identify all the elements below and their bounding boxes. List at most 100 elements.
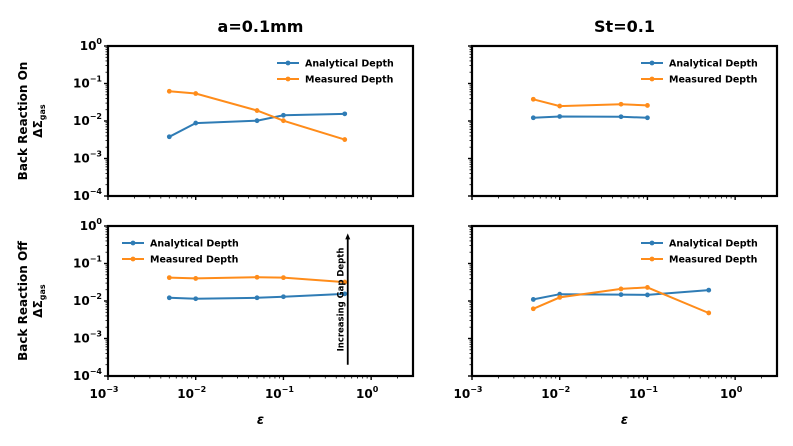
legend: Analytical Depth Measured Depth — [641, 59, 758, 86]
panel-bottom-right: 10−3 10−2 10−1 100 ε Analytical Depth Measured… — [454, 224, 779, 428]
x-tick-label: 10−1 — [629, 385, 658, 401]
data-point — [166, 275, 172, 281]
series-line-analytical-depth — [533, 115, 648, 119]
data-point — [254, 108, 260, 113]
data-point — [254, 295, 260, 301]
x-tick-label: 10−2 — [541, 385, 570, 401]
panel-bottom-left: 10−4 10−3 10−2 10−1 100 10−3 10−2 10−1 100 ε Back … — [16, 217, 415, 428]
x-axis-label: ε — [621, 413, 628, 428]
y-axis-label-line2: ΔΣgas — [31, 104, 47, 138]
annotation-label: Increasing Gap Depth — [337, 248, 347, 352]
y-tick-label: 10−3 — [73, 150, 102, 166]
data-point — [618, 101, 624, 107]
data-point — [166, 134, 172, 140]
data-point — [281, 112, 286, 118]
y-tick-label: 10−4 — [73, 367, 102, 383]
data-point — [645, 292, 650, 298]
data-point — [193, 120, 199, 126]
y-tick-label: 10−2 — [73, 112, 102, 128]
legend-label: Analytical Depth — [150, 239, 239, 250]
legend: Analytical Depth Measured Depth — [277, 59, 394, 86]
series-line-measured-depth — [533, 98, 648, 108]
x-tick-exponent: −1 — [646, 385, 659, 394]
y-tick-label: 10−3 — [73, 330, 102, 346]
y-tick-label: 10−4 — [73, 187, 102, 203]
legend: Analytical Depth Measured Depth — [122, 239, 239, 266]
data-point — [706, 287, 712, 293]
y-axis-label-symbol: ΔΣ — [31, 120, 45, 137]
x-tick-label: 10−3 — [454, 385, 483, 401]
data-point — [193, 91, 199, 96]
y-axis-label-line1: Back Reaction On — [16, 62, 30, 181]
legend-marker — [649, 240, 655, 246]
data-point — [618, 114, 624, 120]
y-tick-label: 100 — [80, 217, 103, 233]
x-tick-exponent: −1 — [282, 385, 295, 394]
y-tick-label: 10−1 — [73, 255, 102, 271]
x-tick-label: 100 — [356, 385, 379, 401]
data-point — [281, 118, 286, 124]
legend-marker — [649, 76, 655, 82]
x-tick-exponent: 0 — [737, 385, 743, 394]
x-tick-label: 10−3 — [90, 385, 119, 401]
legend-label: Analytical Depth — [669, 59, 758, 70]
y-axis-label-symbol: ΔΣ — [31, 300, 45, 317]
y-tick-label: 100 — [80, 37, 103, 53]
data-point — [557, 114, 563, 119]
legend-marker — [649, 60, 655, 66]
annotation-arrowhead — [345, 233, 351, 240]
legend-label: Measured Depth — [305, 75, 394, 86]
y-tick-label: 10−1 — [73, 75, 102, 91]
data-point — [193, 276, 199, 281]
x-tick-exponent: −2 — [194, 385, 206, 394]
x-tick-exponent: 0 — [373, 385, 379, 394]
x-tick-label: 10−2 — [177, 385, 206, 401]
chart-title: St=0.1 — [594, 17, 655, 36]
y-tick-exponent: 0 — [96, 37, 102, 46]
data-point — [281, 294, 286, 300]
data-point — [645, 103, 650, 108]
data-point — [618, 286, 624, 292]
y-tick-exponent: −2 — [90, 292, 102, 301]
legend-marker — [130, 256, 136, 262]
y-tick-exponent: −2 — [90, 112, 102, 121]
y-tick-exponent: −1 — [90, 75, 103, 84]
legend-label: Measured Depth — [669, 75, 758, 86]
y-tick-exponent: −1 — [90, 255, 103, 264]
data-point — [193, 296, 199, 302]
legend-marker — [649, 256, 655, 262]
data-point — [254, 274, 260, 280]
legend-marker — [285, 76, 291, 82]
y-axis-label-line2: ΔΣgas — [31, 284, 47, 318]
y-axis-label-subscript: gas — [38, 284, 47, 300]
y-tick-exponent: −3 — [90, 330, 102, 339]
data-point — [342, 291, 348, 297]
data-point — [706, 310, 712, 316]
legend-label: Measured Depth — [150, 255, 239, 266]
data-point — [557, 103, 563, 109]
y-axis-label-subscript: gas — [38, 104, 47, 120]
data-point — [530, 297, 536, 302]
data-point — [645, 115, 650, 121]
data-point — [254, 118, 260, 124]
legend-label: Analytical Depth — [305, 59, 394, 70]
data-point — [530, 115, 536, 121]
x-tick-exponent: −3 — [106, 385, 118, 394]
data-point — [618, 292, 624, 298]
x-tick-exponent: −2 — [558, 385, 570, 394]
data-point — [166, 88, 172, 94]
y-tick-label: 10−2 — [73, 292, 102, 308]
x-axis-label: ε — [257, 413, 264, 428]
data-point — [530, 306, 536, 312]
data-point — [557, 294, 563, 300]
panel-top-right: St=0.1 Analytical Depth Measured Depth — [468, 17, 779, 200]
y-tick-exponent: −3 — [90, 150, 102, 159]
data-point — [281, 275, 286, 281]
legend: Analytical Depth Measured Depth — [641, 239, 758, 266]
data-point — [645, 285, 650, 290]
legend-label: Analytical Depth — [669, 239, 758, 250]
data-point — [342, 111, 348, 117]
legend-label: Measured Depth — [669, 255, 758, 266]
y-tick-exponent: −4 — [90, 367, 103, 376]
